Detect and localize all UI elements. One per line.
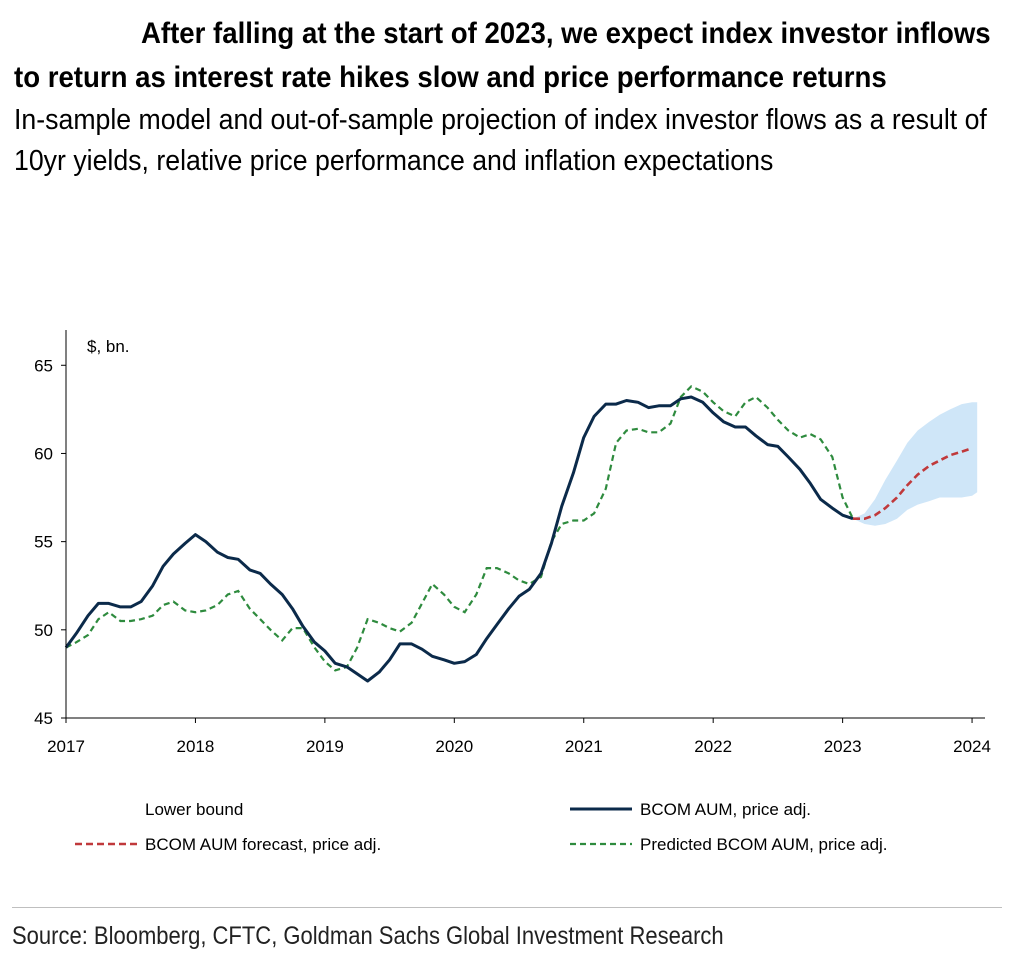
line-chart: 45 50 55 60 65 2017 2018 2019 2020 2021 2022 2023 20… xyxy=(34,330,991,854)
y-tick-label: 50 xyxy=(34,621,53,640)
x-tick-label: 2017 xyxy=(47,737,85,756)
series-line-predicted xyxy=(65,385,854,672)
legend-label-lower: Lower bound xyxy=(145,800,243,819)
x-tick-label: 2018 xyxy=(177,737,215,756)
legend: Lower bound BCOM AUM, price adj. BCOM AUM … xyxy=(75,800,888,854)
source-divider xyxy=(12,907,1002,908)
x-tick-label: 2023 xyxy=(824,737,862,756)
chart-title: After falling at the start of 2023, we e… xyxy=(14,17,991,94)
y-tick-label: 65 xyxy=(34,356,53,375)
y-tick-label: 55 xyxy=(34,533,53,552)
y-tick-label: 60 xyxy=(34,444,53,463)
confidence-band-layer xyxy=(853,402,978,526)
x-tick-label: 2024 xyxy=(953,737,991,756)
confidence-band xyxy=(853,402,978,526)
series-line-forecast xyxy=(853,446,973,520)
axes: 45 50 55 60 65 2017 2018 2019 2020 2021 2022 2023 20… xyxy=(34,330,991,756)
y-tick-label: 45 xyxy=(34,709,53,728)
legend-label-forecast: BCOM AUM forecast, price adj. xyxy=(145,835,381,854)
legend-label-predicted: Predicted BCOM AUM, price adj. xyxy=(640,835,888,854)
x-tick-label: 2019 xyxy=(306,737,344,756)
series-line-actual xyxy=(64,395,854,683)
legend-label-actual: BCOM AUM, price adj. xyxy=(640,800,811,819)
title-block: After falling at the start of 2023, we e… xyxy=(14,12,1004,182)
x-tick-label: 2021 xyxy=(565,737,603,756)
x-tick-label: 2022 xyxy=(694,737,732,756)
source-note: Source: Bloomberg, CFTC, Goldman Sachs G… xyxy=(12,922,724,950)
chart-subtitle: In-sample model and out-of-sample projec… xyxy=(14,104,987,177)
series-line-layer xyxy=(64,385,973,683)
x-tick-label: 2020 xyxy=(435,737,473,756)
y-unit-label: $, bn. xyxy=(87,337,130,356)
